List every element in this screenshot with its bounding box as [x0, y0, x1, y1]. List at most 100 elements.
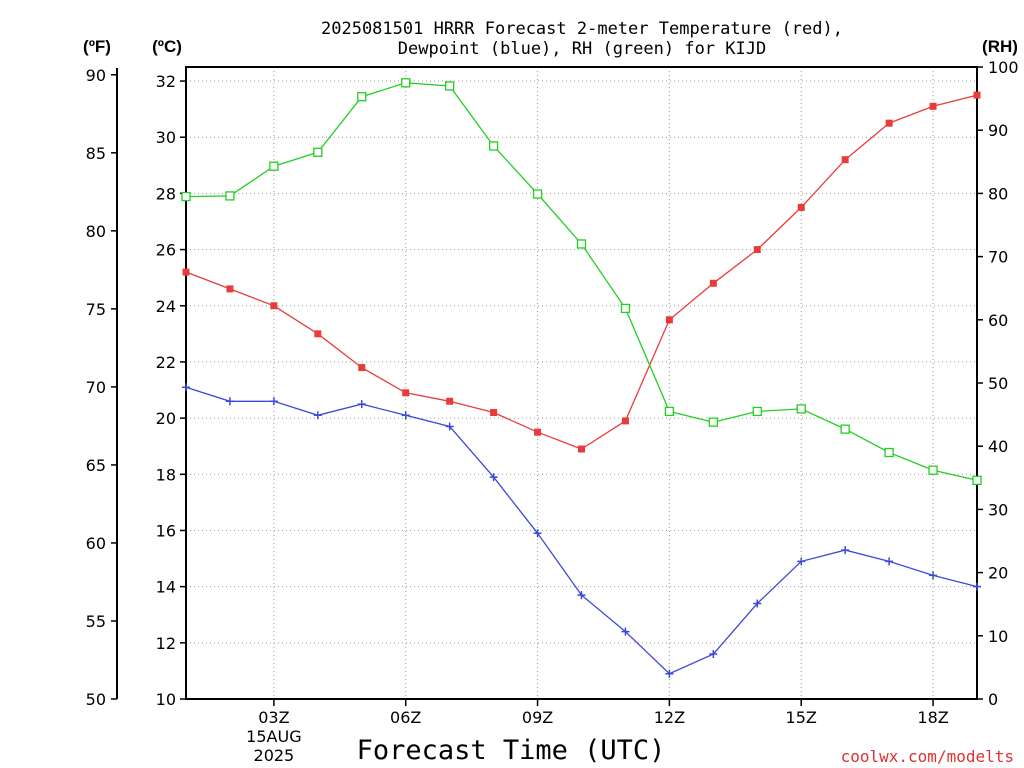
credit-text: coolwx.com/modelts	[841, 747, 1014, 766]
fahrenheit-tick-label: 70	[86, 378, 106, 397]
celsius-tick-label: 16	[156, 521, 176, 540]
celsius-tick-label: 18	[156, 465, 176, 484]
celsius-tick-label: 30	[156, 128, 176, 147]
rh-data-point	[225, 191, 235, 201]
fahrenheit-unit-label: (ºF)	[83, 37, 111, 56]
celsius-tick-label: 32	[156, 72, 176, 91]
temperature-data-point	[929, 102, 937, 110]
temperature-data-point	[226, 285, 234, 293]
x-tick-date-label: 15AUG	[246, 727, 301, 746]
temperature-data-point	[314, 330, 322, 338]
fahrenheit-tick-label: 50	[86, 690, 106, 709]
temperature-data-point	[797, 203, 805, 211]
dewpoint-data-point	[445, 422, 454, 431]
x-tick-label: 12Z	[654, 708, 685, 727]
x-tick-label: 15Z	[786, 708, 817, 727]
rh-tick-label: 30	[988, 500, 1008, 519]
temperature-data-point	[885, 119, 893, 127]
x-tick-label: 03Z	[258, 708, 289, 727]
rh-tick-label: 70	[988, 248, 1008, 267]
dewpoint-data-point	[665, 669, 674, 678]
temperature-data-point	[402, 389, 410, 397]
data-series	[181, 78, 982, 678]
celsius-unit-label: (ºC)	[152, 37, 182, 56]
dewpoint-data-point	[885, 557, 894, 566]
rh-data-point	[884, 447, 894, 458]
rh-tick-label: 20	[988, 564, 1008, 583]
rh-tick-label: 50	[988, 374, 1008, 393]
dewpoint-data-point	[357, 400, 366, 409]
chart-title-line2: Dewpoint (blue), RH (green) for KIJD	[398, 39, 766, 59]
rh-tick-label: 0	[988, 690, 998, 709]
dewpoint-data-point	[973, 582, 981, 591]
rh-tick-label: 90	[988, 121, 1008, 140]
dewpoint-data-point	[489, 473, 498, 482]
temperature-data-point	[534, 428, 542, 436]
celsius-tick-label: 14	[156, 578, 176, 597]
dewpoint-data-point	[533, 529, 542, 538]
dewpoint-data-point	[929, 571, 938, 580]
rh-tick-label: 100	[988, 58, 1019, 77]
rh-data-point	[532, 189, 543, 199]
fahrenheit-tick-label: 75	[86, 300, 106, 319]
celsius-tick-label: 28	[156, 184, 176, 203]
rh-data-point	[664, 406, 675, 417]
fahrenheit-tick-label: 65	[86, 456, 106, 475]
x-tick-year-label: 2025	[254, 746, 295, 765]
rh-data-point	[313, 147, 323, 157]
rh-data-point	[445, 81, 455, 91]
x-tick-label: 06Z	[390, 708, 421, 727]
rh-data-point	[488, 141, 499, 151]
x-axis-title: Forecast Time (UTC)	[357, 735, 666, 766]
dewpoint-data-point	[313, 411, 322, 420]
dewpoint-data-point	[182, 383, 190, 392]
rh-data-point	[928, 465, 938, 475]
rh-tick-label: 40	[988, 437, 1008, 456]
chart-title-line1: 2025081501 HRRR Forecast 2-meter Tempera…	[321, 19, 843, 39]
axes	[111, 66, 983, 706]
plot-frame	[185, 66, 978, 700]
rh-data-point	[752, 406, 762, 417]
rh-data-point	[401, 78, 411, 88]
fahrenheit-tick-label: 55	[86, 612, 106, 631]
rh-data-point	[269, 161, 279, 171]
rh-data-point	[620, 303, 631, 314]
rh-tick-label: 60	[988, 311, 1008, 330]
temperature-data-point	[358, 364, 366, 372]
celsius-tick-label: 10	[156, 690, 176, 709]
temperature-data-point	[490, 408, 498, 416]
temperature-series-line	[185, 94, 978, 450]
fahrenheit-tick-label: 85	[86, 144, 106, 163]
rh-data-point	[796, 404, 806, 414]
celsius-tick-label: 20	[156, 409, 176, 428]
celsius-tick-label: 12	[156, 634, 176, 653]
temperature-data-point	[182, 268, 190, 276]
temperature-data-point	[709, 279, 717, 287]
dewpoint-data-point	[797, 557, 806, 566]
temperature-data-point	[621, 417, 629, 425]
dewpoint-data-point	[841, 546, 850, 555]
fahrenheit-tick-label: 90	[86, 66, 106, 85]
tick-labels: 10 12 14 16 18 20 22 24 26 28 30 32 50 55 60 65 70 75 80 85…	[86, 58, 1019, 765]
dewpoint-data-point	[225, 397, 234, 406]
celsius-tick-label: 22	[156, 353, 176, 372]
temperature-data-point	[841, 156, 849, 164]
dewpoint-data-point	[401, 411, 410, 420]
rh-unit-label: (RH)	[982, 37, 1018, 56]
dewpoint-data-point	[709, 650, 718, 659]
dewpoint-data-point	[621, 627, 630, 636]
celsius-tick-label: 24	[156, 297, 176, 316]
dewpoint-data-point	[577, 591, 586, 600]
x-tick-label: 09Z	[522, 708, 553, 727]
x-tick-label: 18Z	[917, 708, 948, 727]
rh-data-point	[840, 424, 850, 434]
fahrenheit-tick-label: 60	[86, 534, 106, 553]
rh-tick-label: 80	[988, 184, 1008, 203]
rh-data-point	[972, 475, 982, 485]
rh-data-point	[357, 92, 367, 102]
rh-data-point	[576, 239, 587, 249]
temperature-data-point	[973, 91, 981, 99]
temperature-data-point	[446, 397, 454, 405]
rh-data-point	[708, 417, 718, 427]
